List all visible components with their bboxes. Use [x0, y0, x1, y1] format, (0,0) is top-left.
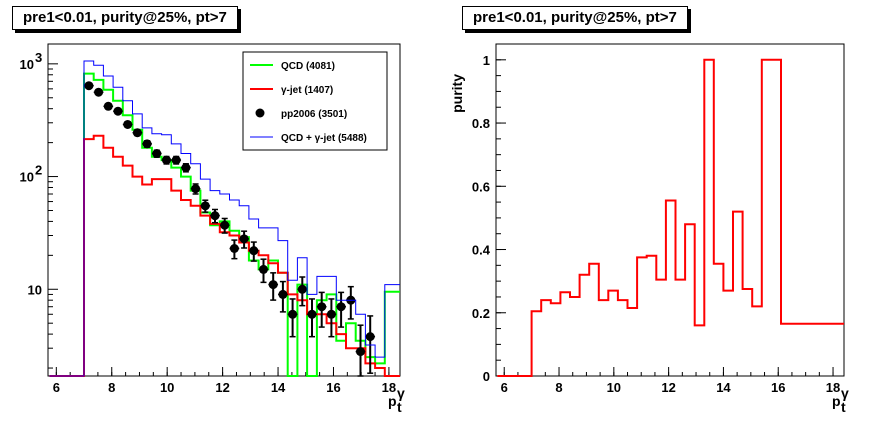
legend-label-1: γ-jet (1407): [281, 85, 333, 96]
left-chart-y-tick-label: 10: [20, 57, 34, 72]
right-chart-y-tick-label: 0.6: [472, 179, 490, 194]
left-chart-series-2-point: [278, 289, 288, 299]
right-chart-y-tick-label: 1: [483, 53, 490, 68]
right-chart-x-tick-label: 8: [555, 380, 562, 395]
right-chart-pad: pre1<0.01, purity@25%, pt>7 6 8 10 12 14 16 18…: [448, 0, 896, 422]
legend-marker-2: [255, 108, 265, 118]
right-chart-y-tick-label: 0.4: [472, 243, 491, 258]
left-chart-x-tick-label: 14: [271, 380, 286, 395]
right-chart-x-tick-label: 6: [501, 380, 508, 395]
left-chart-series-2-point: [113, 106, 123, 116]
left-chart-series-2-point: [288, 309, 298, 319]
left-chart-series-2-point: [229, 243, 239, 253]
left-chart-series-2-point: [297, 284, 307, 294]
legend-label-3: QCD + γ-jet (5488): [281, 133, 367, 144]
right-chart-title: pre1<0.01, purity@25%, pt>7: [462, 6, 688, 30]
right-chart-x-tick-label: 16: [771, 380, 785, 395]
right-chart-svg: 6 8 10 12 14 16 18 0 0.2 0.4 0.6 0.8 1 p tγ purity: [449, 43, 849, 415]
right-chart-x-tick-label: 14: [716, 380, 731, 395]
left-chart-pad: pre1<0.01, purity@25%, pt>7 6 8 10 12 14 16 18…: [12, 6, 405, 415]
left-chart-series-2-point: [94, 87, 104, 97]
left-chart-series-2-point: [191, 184, 201, 194]
left-chart-x-axis-title-sup: γ: [397, 385, 405, 401]
left-chart-x-tick-label: 16: [326, 380, 340, 395]
left-chart-x-tick-label: 10: [160, 380, 174, 395]
right-chart-x-axis-title: p: [832, 393, 841, 409]
right-chart-x-axis-title-sup: γ: [841, 385, 849, 401]
left-chart-title: pre1<0.01, purity@25%, pt>7: [12, 6, 238, 30]
right-chart-x-axis-title-sub: t: [841, 399, 846, 415]
left-chart-x-tick-label: 6: [53, 380, 60, 395]
left-chart-series-2-point: [258, 264, 268, 274]
left-chart-series-2-point: [307, 309, 317, 319]
left-chart-series-2-point: [336, 302, 346, 312]
left-chart-series-1-line: [49, 134, 400, 377]
left-chart-series-2-point: [317, 302, 327, 312]
left-chart-x-axis-title-sub: t: [397, 399, 402, 415]
left-chart-series-2-point: [239, 234, 249, 244]
left-chart-series-2-point: [220, 220, 230, 230]
left-chart-series-2-point: [161, 155, 171, 165]
legend-label-0: QCD (4081): [281, 61, 335, 72]
left-chart-series-2-point: [171, 155, 181, 165]
legend-box: [242, 51, 388, 151]
left-chart-x-tick-label: 12: [215, 380, 229, 395]
left-chart-y-tick-exponent: 3: [35, 50, 42, 65]
left-chart-series-2-point: [84, 81, 94, 91]
left-chart-x-tick-label: 8: [108, 380, 115, 395]
left-chart-series-2-point: [365, 332, 375, 342]
left-chart-series-2-point: [249, 246, 259, 256]
legend-label-2: pp2006 (3501): [281, 109, 347, 120]
left-chart-y-tick-label: 10: [28, 282, 42, 297]
left-chart-series-2-point: [210, 211, 220, 221]
left-chart-series-2-point: [326, 309, 336, 319]
left-chart-series-2-point: [200, 201, 210, 211]
left-chart-series-3-line: [49, 60, 400, 377]
left-chart-y-tick-exponent: 2: [35, 163, 42, 178]
left-chart-series-2-point: [268, 280, 278, 290]
left-chart-series-2-point: [142, 139, 152, 149]
right-chart-y-tick-label: 0.8: [472, 116, 490, 131]
left-chart-series-2-point: [181, 163, 191, 173]
left-chart-y-tick-label: 10: [20, 170, 34, 185]
left-chart-series-2-point: [152, 149, 162, 159]
right-chart-y-axis-title: purity: [449, 74, 465, 113]
left-chart-series-2-point: [356, 347, 366, 357]
right-chart-y-tick-label: 0.2: [472, 306, 490, 321]
right-chart-x-tick-label: 10: [607, 380, 621, 395]
right-chart-series-0-line: [497, 58, 844, 377]
left-chart-x-axis-title: p: [388, 393, 397, 409]
right-chart-x-tick-label: 12: [661, 380, 675, 395]
right-chart-x-tick-label: 18: [826, 380, 840, 395]
right-chart-plot-frame: [495, 43, 845, 377]
left-chart-series-2-point: [132, 128, 142, 138]
left-chart-series-2-point: [103, 101, 113, 111]
right-chart-y-tick-label: 0: [483, 369, 490, 384]
left-chart-series-2-point: [123, 119, 133, 129]
left-chart-x-tick-label: 18: [382, 380, 396, 395]
